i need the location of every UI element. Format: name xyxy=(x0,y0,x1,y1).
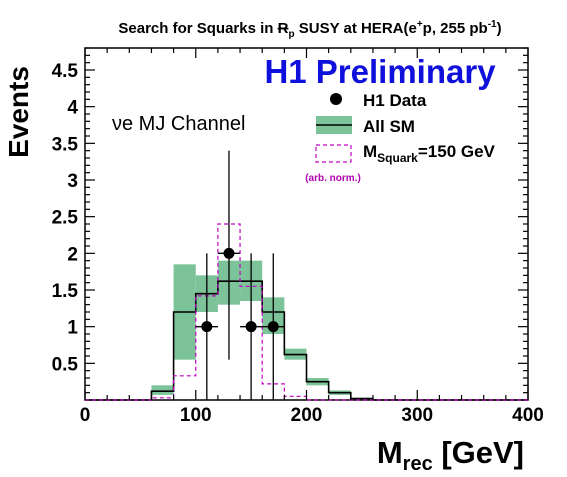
legend-sm-label: All SM xyxy=(363,117,415,136)
h1-preliminary-label: H1 Preliminary xyxy=(264,53,496,90)
axes: 0 100 200 300 400 0.5 1 1.5 2 2.5 3 3.5 4 4.5 xyxy=(52,47,544,426)
y-tick-label: 0.5 xyxy=(52,354,79,375)
x-tick-label: 200 xyxy=(291,405,323,426)
signal-histogram xyxy=(85,223,528,401)
sm-band-bin xyxy=(151,385,174,395)
x-axis-title: Mrec [GeV] xyxy=(377,435,524,475)
y-tick-label: 1.5 xyxy=(52,281,79,302)
y-tick-label: 3 xyxy=(67,171,78,192)
y-tick-label: 2 xyxy=(67,244,78,265)
channel-label: νe MJ Channel xyxy=(112,113,245,135)
legend: H1 Data All SM MSquark=150 GeV (arb. nor… xyxy=(305,91,495,184)
y-tick-label: 3.5 xyxy=(52,134,79,155)
data-point xyxy=(201,321,213,333)
y-tick-label: 1 xyxy=(67,318,78,339)
y-tick-label: 4.5 xyxy=(52,61,79,82)
x-tick-label: 100 xyxy=(180,405,212,426)
signal-histogram-line xyxy=(85,223,528,401)
data-point xyxy=(267,321,279,333)
x-tick-label: 400 xyxy=(512,405,544,426)
legend-signal-label: MSquark=150 GeV xyxy=(363,142,496,165)
chart-title: Search for Squarks in Rp SUSY at HERA(e+… xyxy=(118,19,501,40)
data-points xyxy=(195,150,285,400)
y-tick-label: 4 xyxy=(67,98,78,119)
data-point xyxy=(223,247,235,259)
legend-data-label: H1 Data xyxy=(363,91,427,110)
y-tick-label: 2.5 xyxy=(52,208,79,229)
legend-data-marker xyxy=(330,93,342,105)
plot-frame xyxy=(84,47,529,401)
sm-histogram xyxy=(85,280,528,401)
x-tick-label: 0 xyxy=(80,405,91,426)
y-axis-title: Events xyxy=(3,66,34,158)
legend-signal-note: (arb. norm.) xyxy=(305,173,361,184)
x-tick-label: 300 xyxy=(401,405,433,426)
sm-histogram-line xyxy=(85,280,528,401)
legend-signal-swatch xyxy=(315,144,352,163)
data-point xyxy=(245,321,257,333)
